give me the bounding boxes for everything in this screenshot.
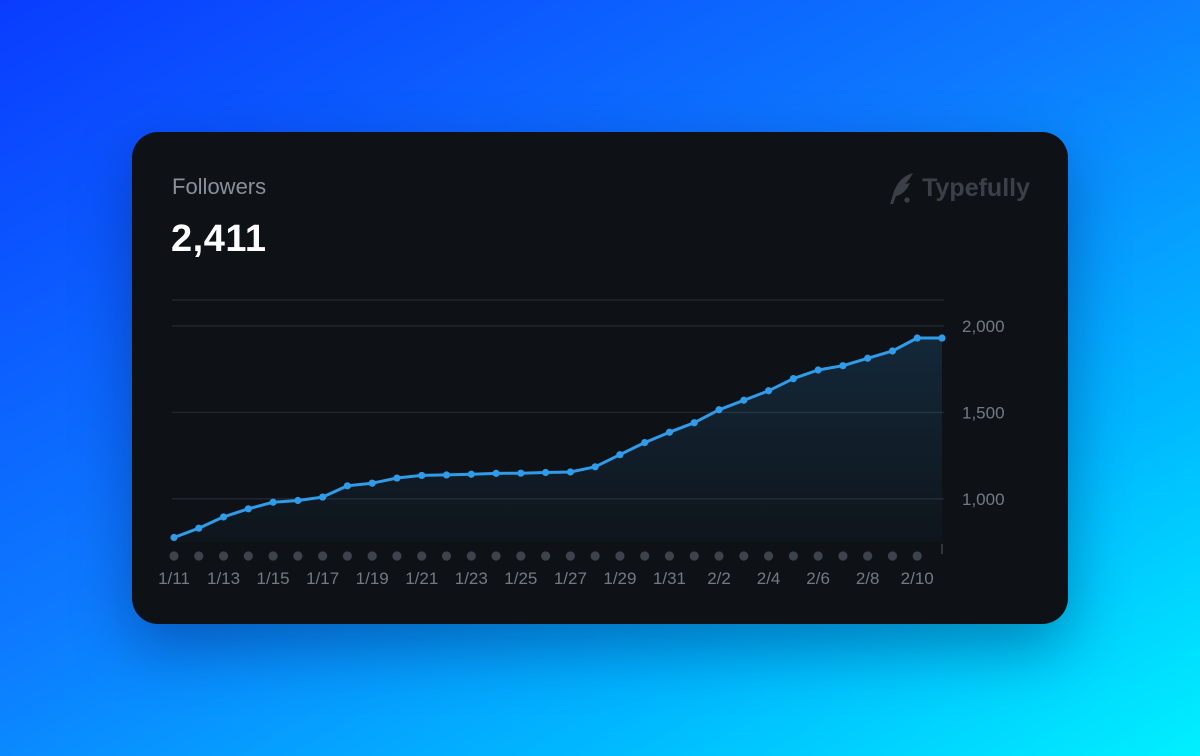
- x-tick-label: 1/25: [504, 569, 537, 588]
- data-point[interactable]: [690, 419, 698, 427]
- data-point[interactable]: [814, 366, 822, 374]
- x-tick-label: 1/27: [554, 569, 587, 588]
- data-point[interactable]: [219, 513, 228, 521]
- x-axis-dot: [912, 551, 922, 561]
- x-axis-dot: [640, 551, 650, 561]
- x-axis-dot: [367, 551, 377, 561]
- x-axis-dot: [788, 551, 798, 561]
- data-point[interactable]: [715, 406, 723, 414]
- x-axis-dot: [813, 551, 823, 561]
- series-area: [174, 338, 942, 542]
- x-axis-dot: [417, 551, 427, 561]
- x-tick-label: 1/23: [455, 569, 488, 588]
- data-point[interactable]: [938, 334, 946, 342]
- data-point[interactable]: [591, 463, 599, 471]
- followers-chart: 1/11 1/13 1/15 1/17 1/19 1/21 1/23 1/25 1/27 1/29…: [158, 299, 1005, 588]
- data-point[interactable]: [492, 469, 500, 477]
- quill-icon: [890, 173, 914, 204]
- x-axis-dot: [392, 551, 402, 561]
- x-axis-dot: [441, 551, 452, 561]
- x-tick-label: 1/11: [158, 569, 190, 588]
- data-point[interactable]: [319, 493, 327, 501]
- x-axis-dot: [565, 551, 575, 561]
- x-axis-dot: [863, 551, 873, 561]
- y-tick-label: 1,500: [962, 403, 1005, 422]
- data-point[interactable]: [195, 524, 203, 532]
- x-tick-label: 1/17: [306, 569, 339, 588]
- x-tick-label: 2/4: [757, 569, 781, 588]
- x-tick-label: 1/19: [356, 569, 389, 588]
- data-point[interactable]: [913, 334, 921, 342]
- data-point[interactable]: [864, 354, 872, 362]
- x-axis-dot: [615, 551, 625, 561]
- data-point[interactable]: [665, 428, 674, 436]
- data-point[interactable]: [418, 471, 426, 480]
- metric-label: Followers: [172, 174, 267, 199]
- y-tick-label: 1,000: [962, 490, 1005, 509]
- x-axis-dot: [590, 551, 600, 561]
- x-axis-dot: [169, 551, 179, 561]
- x-axis-dot: [342, 551, 353, 561]
- x-tick-label: 2/10: [901, 569, 934, 588]
- x-axis-dot: [664, 551, 675, 561]
- x-tick-label: 1/13: [207, 569, 240, 588]
- data-point[interactable]: [789, 375, 797, 383]
- x-tick-label: 1/29: [603, 569, 636, 588]
- x-axis-dot: [541, 551, 551, 561]
- x-tick-label: 2/6: [806, 569, 830, 588]
- metric-value: 2,411: [171, 218, 267, 260]
- data-point[interactable]: [269, 498, 277, 506]
- data-point[interactable]: [641, 439, 649, 447]
- x-tick-label: 1/15: [257, 569, 290, 588]
- data-point[interactable]: [368, 479, 376, 487]
- y-tick-label: 2,000: [962, 317, 1005, 336]
- data-point[interactable]: [170, 533, 178, 542]
- x-axis-dot: [491, 551, 501, 561]
- brand-logo: Typefully: [888, 170, 1030, 206]
- x-axis-dot: [838, 551, 848, 561]
- x-axis-dot: [516, 551, 526, 561]
- x-tick-label: 2/2: [707, 569, 731, 588]
- series-line: [172, 336, 944, 539]
- x-tick-label: 1/21: [405, 569, 438, 588]
- x-axis-dot: [194, 551, 204, 561]
- data-point[interactable]: [343, 482, 352, 490]
- data-point[interactable]: [566, 468, 574, 476]
- x-axis-dot: [689, 551, 699, 561]
- x-axis-dot: [268, 551, 278, 561]
- followers-card: Followers 2,411 Typefully 1/11 1/13 1/15 1/…: [132, 132, 1068, 624]
- x-axis-dot: [714, 551, 724, 561]
- data-point[interactable]: [839, 362, 847, 370]
- data-point[interactable]: [764, 387, 773, 395]
- data-point[interactable]: [442, 471, 451, 479]
- data-point[interactable]: [393, 474, 401, 482]
- x-axis-dot: [293, 551, 303, 561]
- brand-name: Typefully: [922, 173, 1030, 202]
- data-point[interactable]: [740, 396, 748, 404]
- x-axis-dot: [318, 551, 328, 561]
- x-axis-dot: [763, 551, 774, 561]
- data-point[interactable]: [467, 470, 475, 478]
- data-point[interactable]: [517, 469, 525, 477]
- data-point[interactable]: [244, 505, 252, 513]
- x-axis-dot: [466, 551, 476, 561]
- data-point[interactable]: [542, 468, 550, 477]
- x-axis-dot: [739, 551, 749, 561]
- data-point[interactable]: [888, 347, 897, 355]
- x-tick-label: 1/31: [653, 569, 686, 588]
- x-axis-dot: [887, 551, 898, 561]
- data-point[interactable]: [616, 451, 624, 459]
- data-point[interactable]: [294, 496, 302, 505]
- x-axis-dot: [218, 551, 229, 561]
- x-tick-label: 2/8: [856, 569, 880, 588]
- x-axis-dot: [243, 551, 253, 561]
